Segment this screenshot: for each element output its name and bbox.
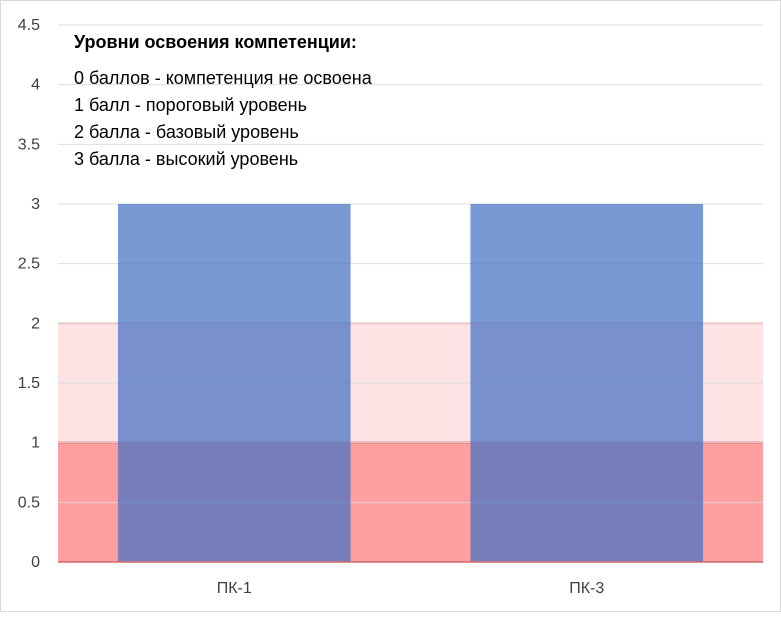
annotation-title: Уровни освоения компетенции: — [74, 32, 357, 52]
bar-2 — [470, 204, 704, 562]
legend-annotation: Уровни освоения компетенции: 0 баллов - … — [74, 32, 373, 169]
bars-layer — [117, 204, 704, 562]
y-tick-label: 2 — [31, 315, 40, 332]
y-tick-label: 2.5 — [18, 256, 40, 273]
x-tick-label: ПК-1 — [217, 580, 252, 597]
y-tick-label: 0 — [31, 554, 40, 571]
annotation-line-2: 2 балла - базовый уровень — [74, 122, 299, 142]
x-tick-label: ПК-3 — [569, 580, 604, 597]
annotation-line-3: 3 балла - высокий уровень — [74, 149, 298, 169]
y-tick-label: 3.5 — [18, 136, 40, 153]
y-tick-labels: 0 0.5 1 1.5 2 2.5 3 3.5 4 4.5 — [18, 17, 40, 571]
y-tick-label: 0.5 — [18, 494, 40, 511]
y-tick-label: 4 — [31, 77, 40, 94]
bar-1 — [117, 204, 351, 562]
x-tick-labels: ПК-1 ПК-3 — [217, 580, 605, 597]
annotation-line-0: 0 баллов - компетенция не освоена — [74, 68, 373, 88]
y-tick-label: 1 — [31, 435, 40, 452]
annotation-line-1: 1 балл - пороговый уровень — [74, 95, 307, 115]
y-tick-label: 1.5 — [18, 375, 40, 392]
y-tick-label: 4.5 — [18, 17, 40, 34]
y-tick-label: 3 — [31, 196, 40, 213]
